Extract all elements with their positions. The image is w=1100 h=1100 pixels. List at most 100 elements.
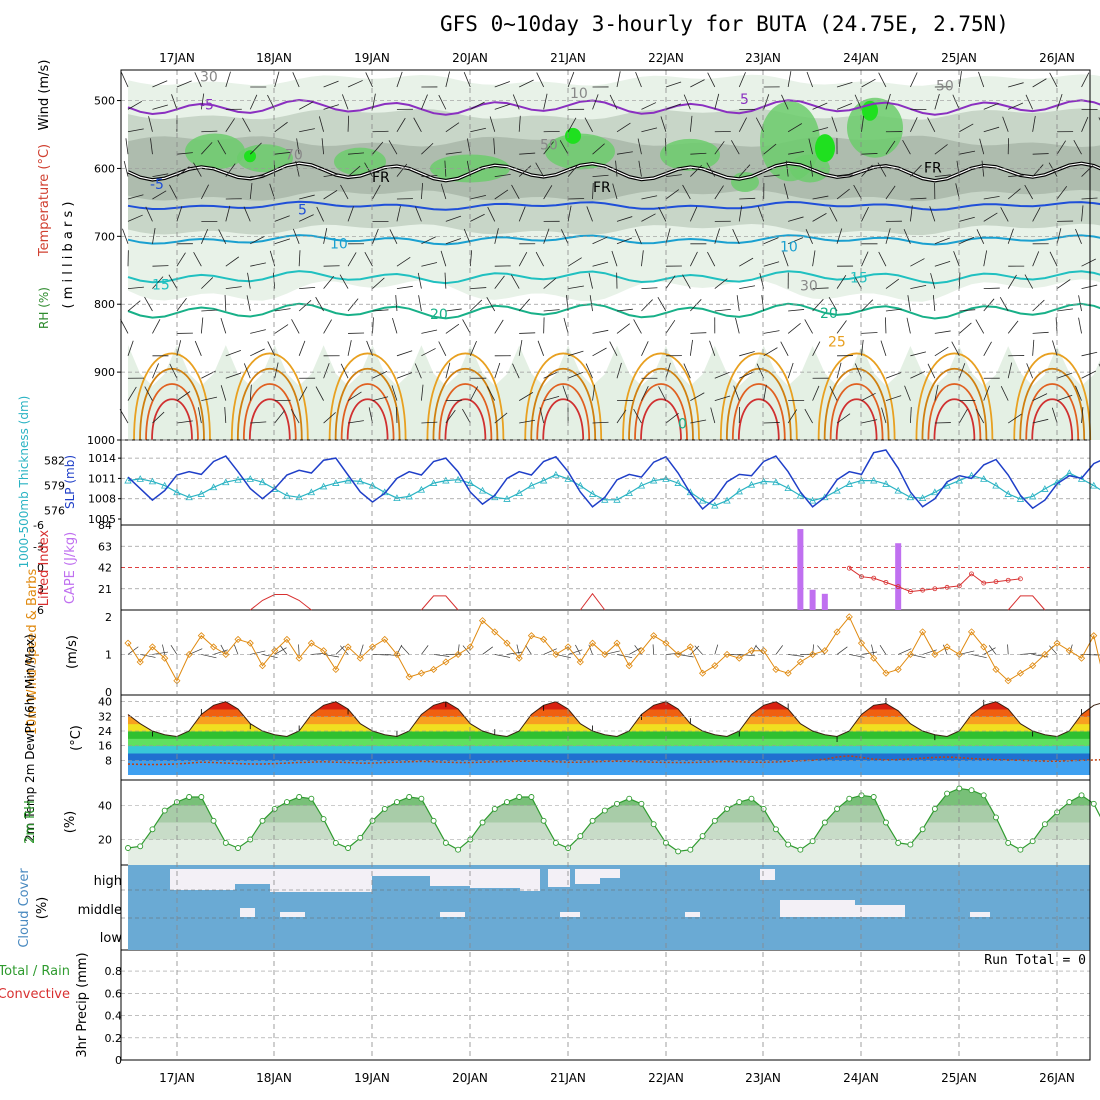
thickness-point — [955, 476, 963, 484]
upper-ytick-label: 600 — [94, 162, 115, 175]
wind-barb — [445, 238, 462, 245]
wind-speed-point — [527, 632, 535, 640]
wind-barb — [298, 386, 308, 401]
contour-label: 20 — [430, 307, 448, 323]
wind-barb — [200, 317, 204, 334]
wind-barb — [274, 121, 288, 133]
wind-barb — [144, 386, 153, 401]
wind-barb — [1049, 645, 1058, 655]
wind-barb — [470, 101, 485, 110]
precip-ytick-label: 0.2 — [105, 1032, 123, 1045]
wind-barb — [415, 206, 422, 222]
wind-barb — [127, 128, 144, 133]
wind-barb — [372, 371, 388, 379]
wind-barb — [1055, 317, 1058, 334]
rh-point — [357, 834, 364, 841]
contour-warm — [248, 398, 291, 441]
wind-barb — [885, 395, 902, 402]
lifted-index-point — [846, 565, 852, 571]
contour-warm — [1013, 352, 1092, 441]
wind-barb — [934, 346, 949, 357]
wind-barb — [148, 116, 153, 132]
wind-barb — [421, 384, 424, 401]
thickness-point — [882, 480, 890, 487]
wind-barb — [1000, 386, 1009, 401]
contour-20 — [127, 302, 1100, 320]
wind-barb — [871, 644, 875, 655]
wind-barb — [812, 287, 829, 290]
bottom-date-labels: 17JAN 18JAN 19JAN 20JAN 21JAN 22JAN 23JAN 24JAN… — [159, 1071, 1075, 1085]
wind-speed-point — [967, 628, 976, 636]
wind-barb — [274, 238, 291, 245]
wind-barb — [462, 408, 471, 424]
wind-barb — [1075, 228, 1082, 244]
wind-speed-point — [271, 647, 279, 655]
bottom-date-label: 26JAN — [1039, 1071, 1075, 1085]
wind-speed-point — [1004, 677, 1012, 685]
wind-barb — [469, 386, 479, 401]
wind-barb — [885, 140, 896, 155]
wind-barb — [365, 72, 373, 88]
wind-barb — [978, 71, 985, 88]
wind-barb — [225, 71, 231, 88]
wind-barb — [511, 184, 520, 200]
lifted-index-point — [908, 589, 913, 594]
wind-barb — [710, 407, 716, 424]
wind-barb — [690, 645, 700, 655]
wind-barb — [1081, 284, 1098, 289]
wind-barb — [641, 250, 644, 267]
wind-barb — [120, 319, 129, 334]
wind-barb — [983, 212, 998, 222]
wind-barb — [755, 645, 764, 655]
wind-barb — [756, 363, 765, 379]
wind-barb — [1007, 362, 1013, 379]
wind-barb — [641, 102, 657, 110]
wind-barb — [910, 258, 925, 267]
wind-barb — [323, 228, 328, 244]
wind-barb — [225, 350, 241, 357]
thickness-point — [1016, 495, 1025, 502]
rh-point — [931, 805, 938, 812]
wind-barb — [421, 183, 423, 200]
rh-point — [1078, 792, 1085, 799]
wind-barb — [364, 251, 373, 267]
contour-warm — [823, 367, 890, 441]
cloud-gap — [575, 869, 600, 884]
wind-barb — [543, 371, 559, 379]
lifted-ytick-label: -3 — [33, 540, 44, 553]
wind-speed-point — [1016, 669, 1024, 677]
temp-ytick-label: 32 — [98, 710, 112, 723]
contour-warm — [1025, 383, 1080, 441]
wind-barb — [318, 116, 324, 132]
thickness-point — [136, 475, 144, 482]
wind-barb — [1032, 78, 1047, 88]
wind-barb — [1032, 418, 1049, 424]
wind-barb — [162, 644, 166, 655]
wind-barb — [812, 213, 827, 222]
rh-point — [137, 843, 144, 850]
wind-barb — [359, 644, 364, 655]
wind-barb — [787, 409, 798, 424]
wind-barb — [861, 419, 878, 424]
wind-barb — [1002, 116, 1009, 132]
thickness-point — [332, 479, 340, 486]
wind-barb — [274, 410, 285, 424]
wind-barb — [316, 206, 324, 222]
contour-5 — [127, 200, 1100, 211]
contour-warm — [328, 352, 407, 441]
wind-speed-point — [650, 632, 658, 640]
upper-ytick-label: 1000 — [87, 434, 115, 447]
wind-barb — [1093, 654, 1100, 656]
wind-barb — [193, 162, 202, 177]
wind-barb — [929, 206, 936, 222]
wind-barb — [812, 102, 828, 110]
wind-barb — [414, 363, 422, 379]
wind-barb — [829, 207, 838, 222]
wind-barb — [1024, 274, 1034, 289]
wind-barb — [616, 362, 622, 379]
wind-speed-point — [148, 643, 157, 651]
wind-barb — [836, 228, 843, 244]
wind-barb — [482, 646, 494, 655]
wind-barb — [274, 151, 291, 155]
rh-point — [332, 839, 339, 846]
